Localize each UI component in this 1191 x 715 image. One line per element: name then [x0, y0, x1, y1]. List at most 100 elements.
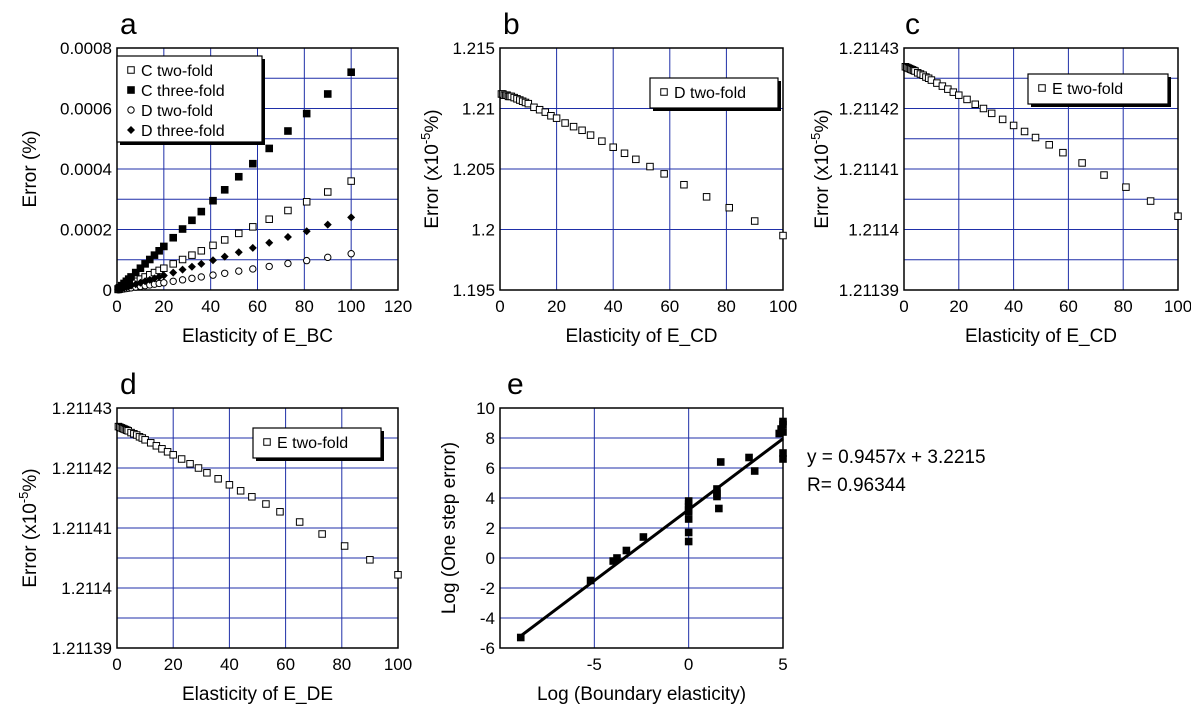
data-point-b-s0 [598, 137, 606, 145]
plot-frame-e [499, 407, 784, 649]
data-point-e-s0 [750, 467, 759, 475]
y-tick-label: 4 [486, 489, 495, 508]
data-point-a-s0 [178, 255, 187, 264]
y-tick-label: 0 [486, 549, 495, 568]
x-axis-label: Elasticity of E_CD [965, 326, 1117, 347]
x-tick-label: 60 [248, 297, 267, 316]
y-axis-label: Error (x10-5%) [808, 109, 833, 228]
data-point-a-s1 [136, 264, 145, 273]
x-tick-label: 80 [1114, 297, 1133, 316]
data-point-a-s1 [145, 255, 154, 264]
x-tick-label: 100 [1164, 297, 1191, 316]
x-tick-label: 40 [220, 655, 239, 674]
data-point-b-s0 [680, 180, 688, 189]
y-tick-label: 6 [486, 459, 495, 478]
data-point-b-s0 [725, 203, 733, 212]
data-point-a-s0 [160, 264, 168, 272]
x-tick-label: 100 [769, 297, 797, 316]
data-point-a-s0 [265, 215, 273, 223]
y-axis-label-sup: -5 [808, 133, 823, 145]
x-tick-label: 20 [164, 655, 183, 674]
data-point-a-s3 [302, 227, 311, 236]
x-tick-label: 5 [778, 655, 787, 674]
data-point-b-s0 [578, 126, 586, 135]
data-point-e-s0 [684, 537, 693, 546]
data-point-d-s0 [318, 530, 326, 538]
data-point-a-s3 [178, 265, 187, 274]
x-tick-label: 60 [660, 297, 679, 316]
data-point-a-s1 [127, 273, 135, 281]
legend-box [252, 427, 382, 459]
data-point-d-s0 [295, 518, 304, 526]
data-point-d-s0 [225, 481, 234, 489]
data-point-b-s0 [702, 193, 711, 201]
data-point-a-s0 [284, 206, 292, 215]
x-tick-label: 40 [201, 297, 220, 316]
data-point-a-s1 [160, 242, 168, 251]
y-tick-label: 0.0002 [60, 221, 112, 240]
plot-frame-d [116, 407, 399, 649]
data-point-b-s0 [609, 143, 617, 151]
y-tick-label: 0.0008 [60, 39, 112, 58]
data-point-a-s0 [302, 198, 311, 206]
data-point-a-s2 [347, 250, 355, 258]
y-axis-label-end: %) [20, 468, 41, 491]
data-point-a-s1 [169, 233, 177, 242]
data-point-d-s0 [186, 460, 194, 468]
data-point-c-s0 [1045, 141, 1053, 149]
data-point-d-s0 [248, 493, 256, 501]
y-tick-label: 1.21 [462, 100, 495, 119]
data-point-c-s0 [987, 109, 996, 118]
y-tick-label: 2 [486, 519, 495, 538]
legend-entry: D two-fold [141, 103, 213, 120]
data-point-b-s0 [646, 162, 654, 171]
data-point-e-s0 [779, 449, 787, 457]
y-tick-label: 1.2114 [848, 221, 899, 240]
y-axis-label-main: Error (x10 [812, 144, 833, 228]
y-tick-label: 0.0004 [60, 160, 112, 179]
legend-entry: E two-fold [1052, 81, 1123, 98]
y-tick-label: 8 [486, 429, 495, 448]
data-point-a-s2 [209, 271, 217, 279]
legend-entry: C three-fold [141, 83, 225, 100]
legend-box [1027, 73, 1169, 105]
data-point-d-s0 [366, 556, 374, 564]
data-point-a-s2 [178, 276, 187, 284]
data-point-a-s0 [209, 241, 217, 250]
legend-marker [127, 106, 135, 114]
data-point-d-s0 [340, 542, 349, 550]
y-tick-label: 0 [103, 281, 112, 300]
data-point-a-s1 [249, 159, 257, 168]
data-point-b-s0 [660, 170, 668, 178]
data-point-a-s2 [197, 273, 206, 281]
y-axis-label: Log (One step error) [439, 442, 460, 614]
data-point-a-s0 [169, 260, 177, 268]
data-point-d-s0 [214, 475, 222, 483]
data-point-e-s0 [779, 428, 787, 436]
legend-entry: E two-fold [277, 435, 348, 452]
y-axis-label: Error (x10-5%) [418, 109, 443, 228]
data-point-e-s0 [586, 576, 595, 585]
y-tick-label: 1.21139 [52, 639, 112, 658]
y-tick-label: 1.2114 [61, 579, 112, 598]
legend-marker [1038, 84, 1046, 92]
data-point-a-s0 [235, 229, 243, 238]
data-point-a-s3 [169, 268, 178, 277]
y-axis-label-main: Error (x10 [20, 503, 41, 587]
data-point-d-s0 [276, 508, 284, 516]
data-point-e-s0 [622, 546, 631, 555]
y-tick-label: 1.21141 [839, 160, 899, 179]
data-point-c-s0 [1031, 133, 1040, 142]
data-point-d-s0 [194, 464, 203, 472]
y-axis-label-end: %) [422, 109, 443, 132]
y-tick-label: 1.205 [452, 160, 495, 179]
data-point-a-s1 [178, 225, 187, 233]
y-tick-label: -6 [480, 639, 495, 658]
plot-frame-c [903, 47, 1179, 291]
data-point-c-s0 [1078, 159, 1086, 167]
panel-letter-c: c [905, 8, 920, 41]
data-point-a-s2 [169, 277, 177, 285]
panel-letter-b: b [503, 8, 520, 41]
y-axis-label-main: Error (x10 [422, 144, 443, 228]
panel-letter-e: e [507, 368, 524, 401]
